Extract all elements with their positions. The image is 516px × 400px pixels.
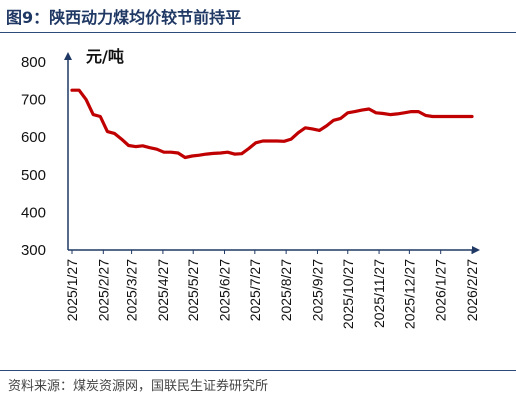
title-divider [0, 32, 516, 33]
source-note: 资料来源：煤炭资源网，国联民生证券研究所 [8, 379, 269, 394]
x-tick-label: 2025/8/27 [278, 259, 294, 321]
footer-divider [0, 370, 516, 371]
y-tick-label: 600 [21, 129, 46, 146]
x-tick-label: 2025/11/27 [371, 259, 387, 328]
y-tick-label: 700 [21, 92, 46, 109]
x-tick-label: 2025/5/27 [185, 259, 201, 321]
y-axis-unit-label: 元/吨 [86, 47, 124, 66]
x-tick-label: 2025/7/27 [247, 259, 263, 321]
x-tick-label: 2025/2/27 [95, 259, 111, 321]
axes [64, 52, 480, 254]
y-tick-label: 800 [21, 54, 46, 71]
chart-title: 图9：陕西动力煤均价较节前持平 [6, 8, 242, 27]
y-tick-label: 400 [21, 204, 46, 221]
x-tick-label: 2025/3/27 [124, 259, 140, 321]
x-tick-label: 2025/6/27 [217, 259, 233, 321]
x-tick-label: 2026/2/27 [464, 259, 480, 321]
x-tick-label: 2025/10/27 [340, 259, 356, 329]
y-tick-label: 500 [21, 167, 46, 184]
series-line [70, 88, 474, 160]
y-axis-ticks: 300 400 500 600 700 800 [21, 54, 46, 259]
x-tick-label: 2025/1/27 [64, 259, 80, 321]
x-tick-label: 2025/4/27 [155, 259, 171, 321]
x-tick-label: 2025/9/27 [309, 259, 325, 321]
x-tick-label: 2025/12/27 [401, 259, 417, 329]
y-tick-label: 300 [21, 242, 46, 259]
x-axis-ticks: 2025/1/27 2025/2/27 2025/3/27 2025/4/27 2025… [64, 250, 480, 329]
x-tick-label: 2026/1/27 [433, 259, 449, 321]
series-group [70, 88, 474, 160]
